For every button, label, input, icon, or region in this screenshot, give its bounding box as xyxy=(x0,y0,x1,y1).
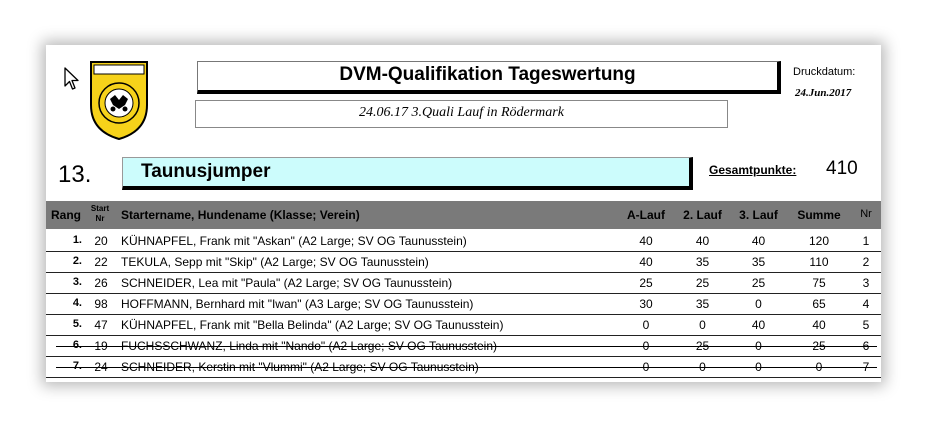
table-row: 1. 20 KÜHNAPFEL, Frank mit "Askan" (A2 Lar… xyxy=(46,230,881,252)
total-points-value: 410 xyxy=(826,158,858,179)
table-row: 3. 26 SCHNEIDER, Lea mit "Paula" (A2 Large… xyxy=(46,272,881,294)
start-number-cell: 20 xyxy=(94,234,108,248)
print-date-label: Druckdatum: xyxy=(793,66,856,78)
team-name: Taunusjumper xyxy=(141,161,271,182)
summe-cell: 75 xyxy=(812,276,826,290)
a-lauf-cell: 40 xyxy=(639,255,653,269)
header-summe: Summe xyxy=(797,208,841,222)
document-page: DVM-Qualifikation Tageswertung 24.06.17 … xyxy=(46,45,881,382)
table-row: 6. 19 FUCHSSCHWANZ, Linda mit "Nando" (A2 … xyxy=(46,335,881,357)
nr-cell: 1 xyxy=(862,234,870,248)
header-name: Startername, Hundename (Klasse; Verein) xyxy=(121,208,360,222)
lauf-3-cell: 40 xyxy=(751,318,766,332)
event-subtitle: 24.06.17 3.Quali Lauf in Rödermark xyxy=(359,105,564,120)
a-lauf-cell: 40 xyxy=(639,234,653,248)
header-lauf-2: 2. Lauf xyxy=(683,208,722,222)
header-a-lauf: A-Lauf xyxy=(627,208,665,222)
lauf-3-cell: 40 xyxy=(751,234,766,248)
team-rank: 13. xyxy=(58,161,92,188)
title-box: DVM-Qualifikation Tageswertung xyxy=(197,61,781,94)
club-logo xyxy=(90,61,148,141)
lauf-2-cell: 0 xyxy=(699,318,706,332)
nr-cell: 5 xyxy=(862,318,870,332)
start-number-cell: 26 xyxy=(94,276,108,290)
summe-cell: 120 xyxy=(808,234,830,248)
lauf-3-cell: 25 xyxy=(751,276,766,290)
lauf-3-cell: 0 xyxy=(755,297,762,311)
header-nr: Nr xyxy=(860,208,872,220)
start-number-cell: 22 xyxy=(94,255,108,269)
team-name-box: Taunusjumper xyxy=(122,157,693,190)
strikethrough-line xyxy=(56,346,877,347)
lauf-2-cell: 35 xyxy=(695,297,710,311)
print-date-value: 24.Jun.2017 xyxy=(795,87,852,99)
starter-name-cell: KÜHNAPFEL, Frank mit "Bella Belinda" (A2… xyxy=(121,318,504,332)
a-lauf-cell: 25 xyxy=(639,276,653,290)
table-row: 5. 47 KÜHNAPFEL, Frank mit "Bella Belinda"… xyxy=(46,314,881,336)
summe-cell: 40 xyxy=(812,318,826,332)
lauf-2-cell: 40 xyxy=(695,234,710,248)
lauf-2-cell: 25 xyxy=(695,276,710,290)
starter-name-cell: TEKULA, Sepp mit "Skip" (A2 Large; SV OG… xyxy=(121,255,429,269)
nr-cell: 4 xyxy=(862,297,870,311)
nr-cell: 2 xyxy=(862,255,870,269)
start-number-cell: 98 xyxy=(94,297,108,311)
header-start-number: Nr xyxy=(95,214,105,223)
starter-name-cell: SCHNEIDER, Lea mit "Paula" (A2 Large; SV… xyxy=(121,276,453,290)
rank-cell: 2. xyxy=(72,255,82,267)
summe-cell: 65 xyxy=(812,297,826,311)
document-title: DVM-Qualifikation Tageswertung xyxy=(339,64,636,85)
rank-cell: 5. xyxy=(72,318,82,330)
mouse-pointer-icon xyxy=(64,67,79,90)
header-start-nr: Start Nr xyxy=(86,204,114,224)
rank-cell: 7. xyxy=(72,360,82,372)
nr-cell: 3 xyxy=(862,276,870,290)
lauf-3-cell: 35 xyxy=(751,255,766,269)
rank-cell: 3. xyxy=(72,276,82,288)
header-lauf-3: 3. Lauf xyxy=(739,208,778,222)
header-rank: Rang xyxy=(51,208,81,222)
start-number-cell: 47 xyxy=(94,318,108,332)
strikethrough-line xyxy=(56,367,877,368)
starter-name-cell: HOFFMANN, Bernhard mit "Iwan" (A3 Large;… xyxy=(121,297,474,311)
lauf-2-cell: 35 xyxy=(695,255,710,269)
rank-cell: 1. xyxy=(72,234,82,246)
summe-cell: 110 xyxy=(809,255,829,269)
rank-cell: 4. xyxy=(72,297,82,309)
table-header: Rang Start Nr Startername, Hundename (Kl… xyxy=(46,201,881,229)
starter-name-cell: KÜHNAPFEL, Frank mit "Askan" (A2 Large; … xyxy=(121,234,467,248)
table-row: 4. 98 HOFFMANN, Bernhard mit "Iwan" (A3 La… xyxy=(46,293,881,315)
a-lauf-cell: 30 xyxy=(639,297,653,311)
table-row: 7. 24 SCHNEIDER, Kerstin mit "Vlummi" (A2 … xyxy=(46,356,881,378)
total-points-label: Gesamtpunkte: xyxy=(709,163,797,177)
subtitle-box: 24.06.17 3.Quali Lauf in Rödermark xyxy=(195,100,728,128)
rank-cell: 6. xyxy=(72,339,82,351)
a-lauf-cell: 0 xyxy=(642,318,650,332)
table-row: 2. 22 TEKULA, Sepp mit "Skip" (A2 Large; S… xyxy=(46,251,881,273)
header-start: Start xyxy=(90,204,110,213)
